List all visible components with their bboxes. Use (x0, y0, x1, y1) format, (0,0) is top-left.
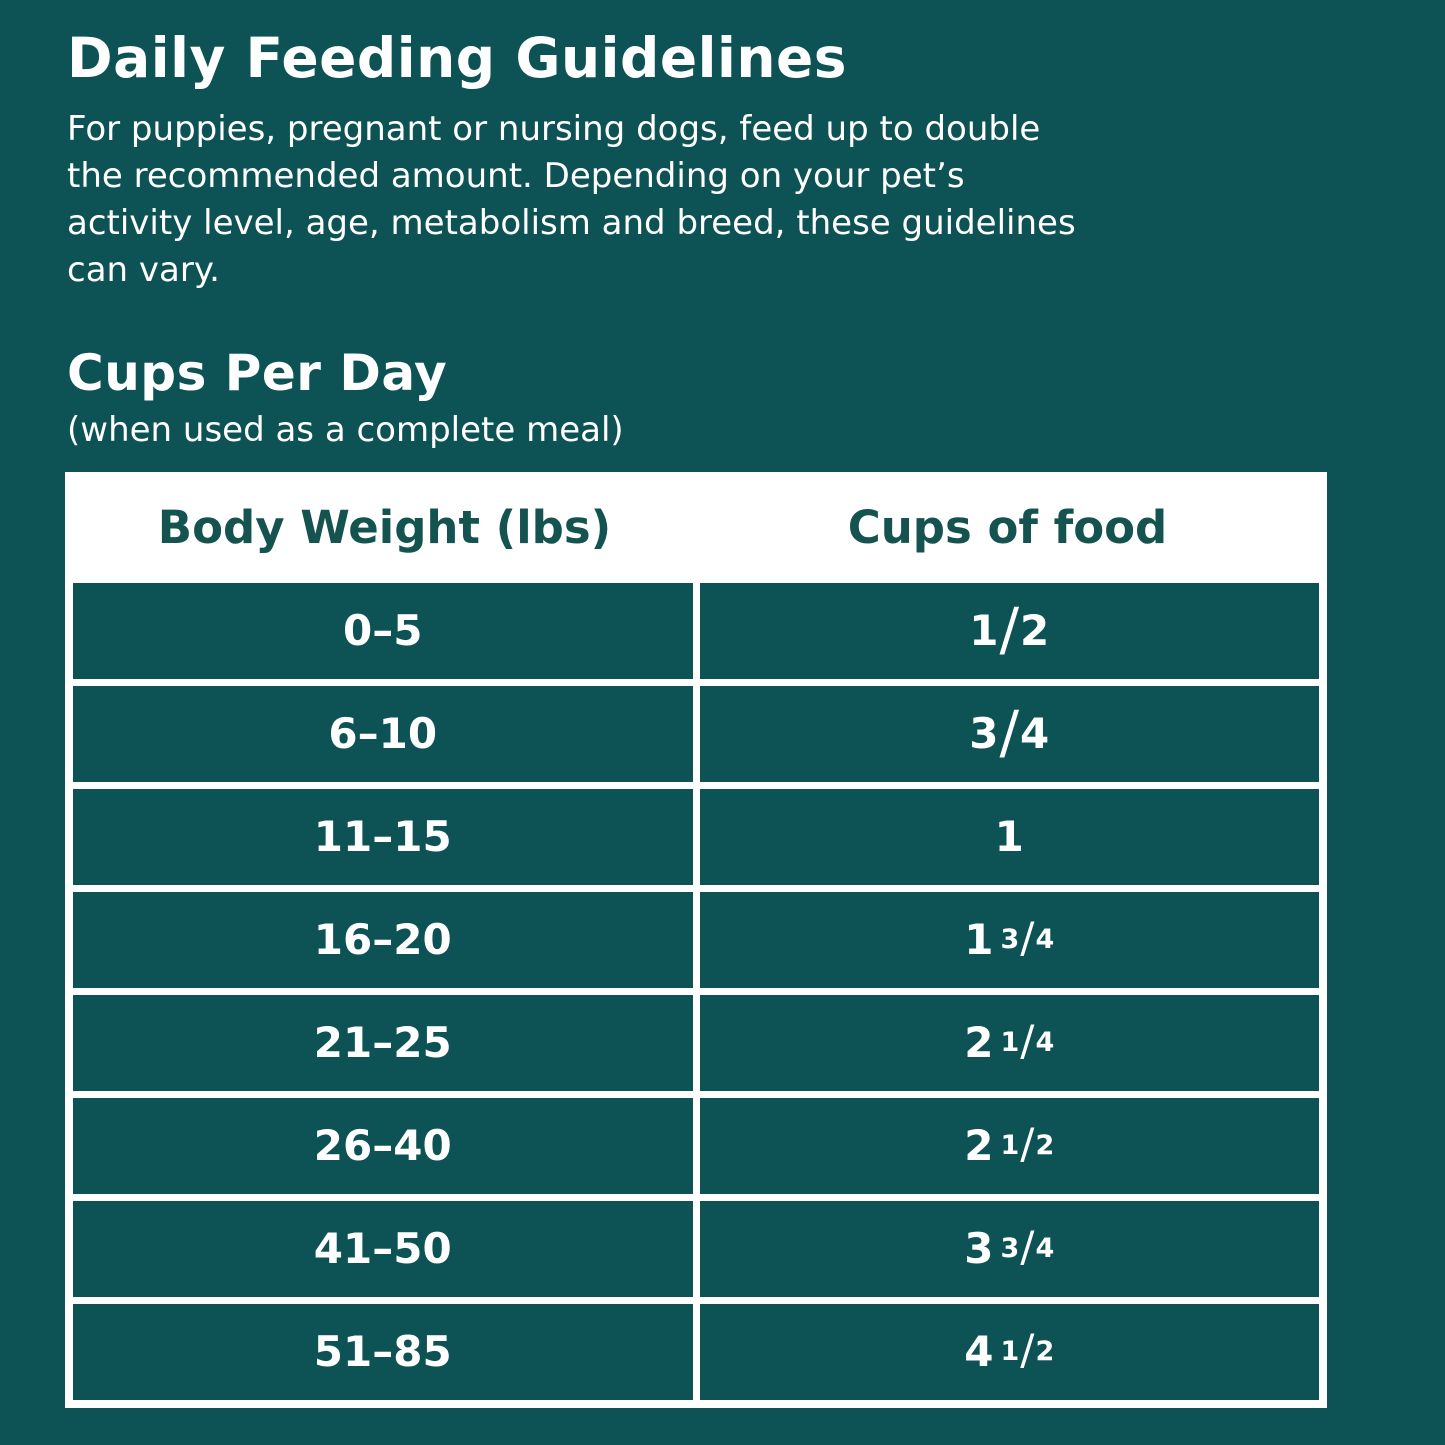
body-weight-value: 11–15 (313, 812, 452, 862)
cups-cell: 3 3/4 (699, 1200, 1319, 1297)
cups-cell: 1/2 (699, 582, 1319, 679)
cups-cell: 1 3/4 (699, 891, 1319, 988)
cups-whole-value: 4 (964, 1327, 994, 1377)
cups-cell: 2 1/2 (699, 1097, 1319, 1194)
cups-whole-value: 3 (964, 1224, 994, 1274)
table-row: 11–15 1 (73, 788, 1319, 885)
table-row: 0–5 1/2 (73, 582, 1319, 679)
cups-fraction-value: 3/4 (1000, 1221, 1055, 1271)
body-weight-cell: 21–25 (73, 994, 693, 1091)
cups-whole-value: 1 (994, 812, 1024, 862)
body-weight-cell: 11–15 (73, 788, 693, 885)
table-body: 0–5 1/2 6–10 3/4 11–15 1 16–20 1 3/4 (73, 582, 1319, 1400)
cups-cell: 4 1/2 (699, 1303, 1319, 1400)
cups-fraction-value: 1/2 (1000, 1324, 1055, 1374)
body-weight-value: 21–25 (313, 1018, 452, 1068)
feeding-guidelines-page: Daily Feeding Guidelines For puppies, pr… (65, 26, 1327, 1408)
table-header-row: Body Weight (lbs) Cups of food (73, 471, 1319, 583)
table-row: 6–10 3/4 (73, 685, 1319, 782)
table-row: 26–40 2 1/2 (73, 1097, 1319, 1194)
cups-whole-value: 1 (964, 915, 994, 965)
body-weight-value: 26–40 (313, 1121, 452, 1171)
table-row: 16–20 1 3/4 (73, 891, 1319, 988)
header-cups-of-food: Cups of food (847, 500, 1168, 554)
intro-text: For puppies, pregnant or nursing dogs, f… (67, 109, 1076, 290)
body-weight-cell: 26–40 (73, 1097, 693, 1194)
body-weight-cell: 6–10 (73, 685, 693, 782)
body-weight-value: 16–20 (313, 915, 452, 965)
cups-fraction-value: 1/2 (1000, 1118, 1055, 1168)
feeding-table: Body Weight (lbs) Cups of food 0–5 1/2 6… (65, 471, 1327, 1408)
cups-whole-value: 2 (964, 1018, 994, 1068)
body-weight-cell: 41–50 (73, 1200, 693, 1297)
body-weight-cell: 0–5 (73, 582, 693, 679)
cups-fraction-value: 3/4 (1000, 912, 1055, 962)
section-title: Cups Per Day (67, 343, 448, 402)
cups-cell: 2 1/4 (699, 994, 1319, 1091)
body-weight-value: 0–5 (343, 606, 423, 656)
cups-fraction-value: 1/4 (1000, 1015, 1055, 1065)
body-weight-cell: 16–20 (73, 891, 693, 988)
cups-cell: 3/4 (699, 685, 1319, 782)
section-subtitle: (when used as a complete meal) (67, 409, 624, 450)
cups-whole-value: 2 (964, 1121, 994, 1171)
body-weight-value: 6–10 (328, 709, 438, 759)
cups-cell: 1 (699, 788, 1319, 885)
body-weight-cell: 51–85 (73, 1303, 693, 1400)
header-body-weight: Body Weight (lbs) (157, 500, 612, 554)
cups-fraction-value: 3/4 (969, 697, 1050, 766)
table-row: 41–50 3 3/4 (73, 1200, 1319, 1297)
body-weight-value: 41–50 (313, 1224, 452, 1274)
cups-fraction-value: 1/2 (969, 594, 1050, 663)
page-title: Daily Feeding Guidelines (67, 26, 848, 90)
table-row: 21–25 2 1/4 (73, 994, 1319, 1091)
body-weight-value: 51–85 (313, 1327, 452, 1377)
table-row: 51–85 4 1/2 (73, 1303, 1319, 1400)
